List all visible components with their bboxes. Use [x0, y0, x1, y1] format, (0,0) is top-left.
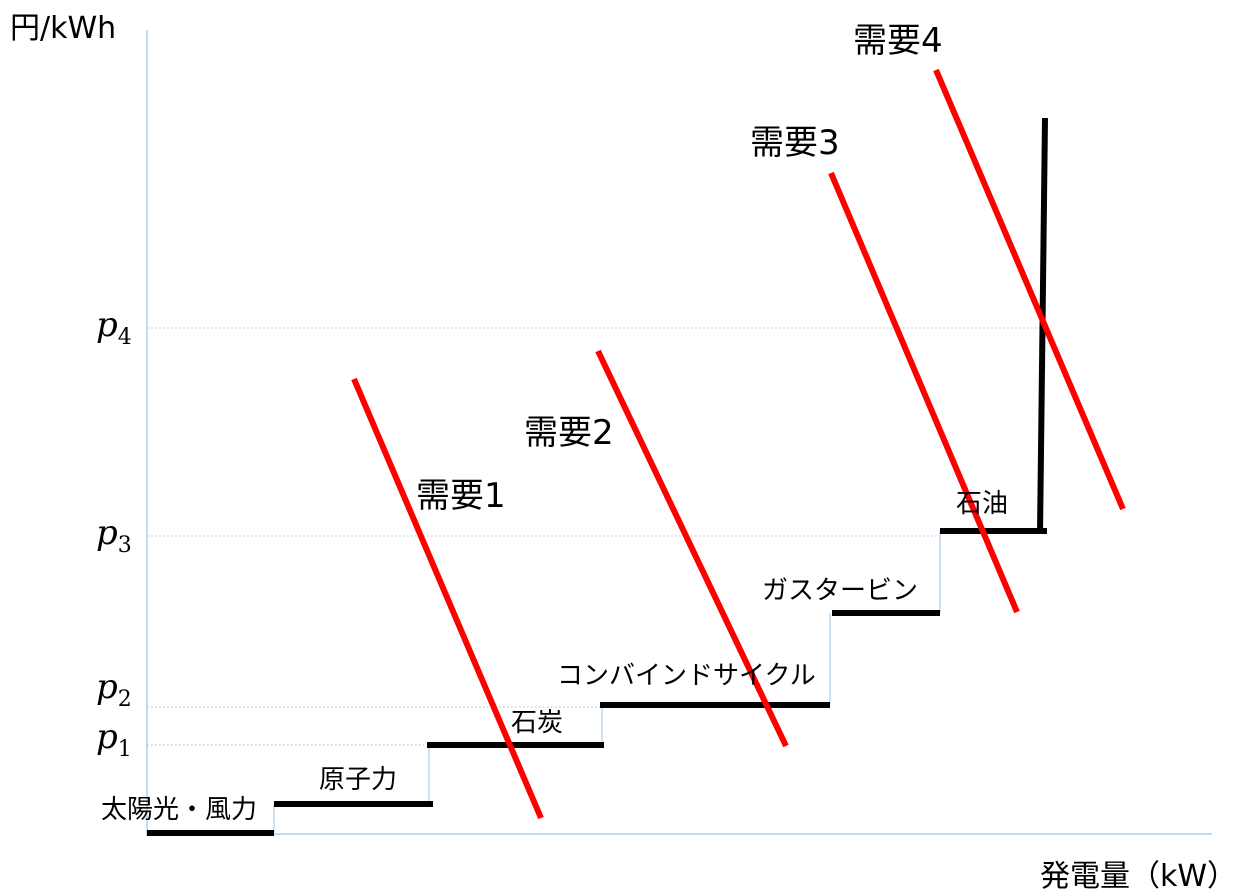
supply-label-coal: 石炭	[511, 708, 563, 738]
supply-label-gas-turbine: ガスタービン	[762, 576, 918, 606]
supply-label-nuclear: 原子力	[319, 765, 397, 795]
y-axis-label: 円/kWh	[10, 11, 116, 46]
demand-curve-2	[595, 349, 789, 748]
price-label-p2: p2	[96, 667, 132, 712]
demand-curve-4	[933, 68, 1126, 511]
x-axis-label: 発電量（kW）	[1040, 859, 1237, 894]
price-label-p4: p4	[96, 305, 132, 350]
demand-label-4: 需要4	[853, 21, 943, 61]
demand-curve-3	[828, 171, 1020, 614]
demand-label-2: 需要2	[524, 413, 614, 453]
demand-label-1: 需要1	[416, 476, 506, 516]
supply-label-solar-wind: 太陽光・風力	[101, 795, 257, 825]
supply-label-oil: 石油	[956, 489, 1008, 519]
supply-label-combined-cycle: コンバインドサイクル	[557, 661, 816, 691]
price-label-p1: p1	[96, 717, 132, 762]
demand-curve-1	[351, 377, 544, 820]
price-label-p3: p3	[96, 513, 132, 558]
demand-label-3: 需要3	[750, 123, 840, 163]
